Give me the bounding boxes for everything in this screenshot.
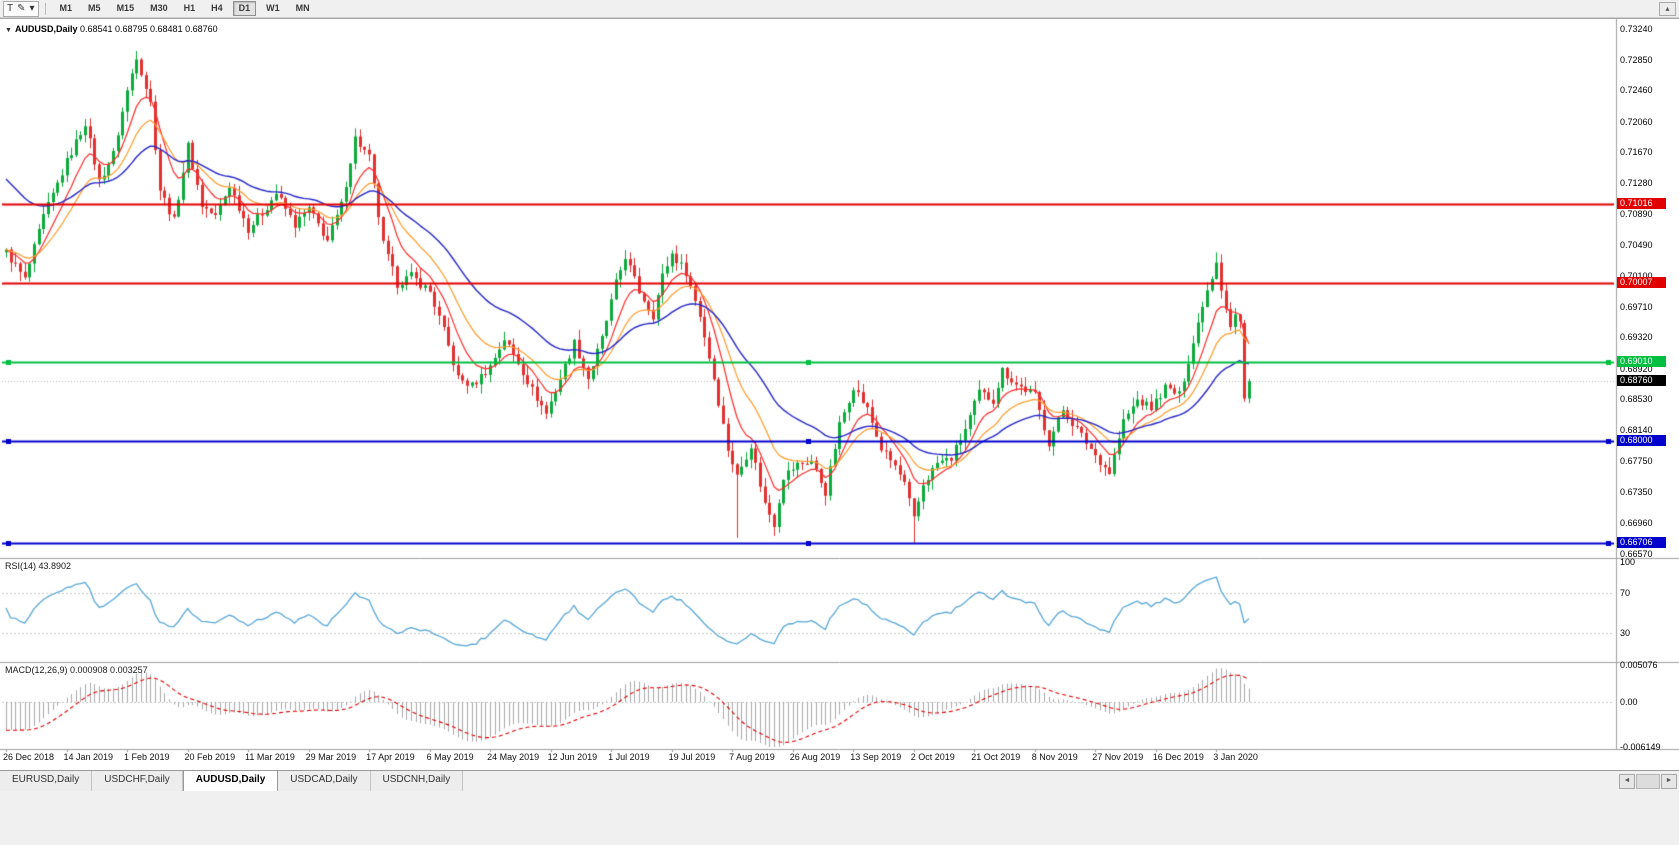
- tab-scroll-left-button[interactable]: ◄: [1619, 773, 1635, 789]
- current-price-tag: 0.68760: [1617, 375, 1666, 387]
- toolbar-separator: [44, 2, 46, 15]
- timeframe-toolbar: M1 M5 M15 M30 H1 H4 D1 W1 MN: [52, 1, 318, 16]
- date-axis-label: 13 Sep 2019: [850, 752, 902, 762]
- hline-price-tag: 0.69010: [1617, 355, 1666, 367]
- tab-bar-spacer: [463, 771, 1619, 791]
- date-axis-label: 1 Feb 2019: [124, 752, 170, 762]
- chart-title: ▼ AUDUSD,Daily 0.68541 0.68795 0.68481 0.…: [5, 24, 218, 34]
- price-axis-label: 0.70490: [1620, 240, 1653, 251]
- price-axis-label: 0.69320: [1620, 332, 1653, 343]
- date-axis-label: 16 Dec 2019: [1152, 752, 1204, 762]
- rsi-level-label: 70: [1620, 587, 1631, 598]
- rsi-level-label: 100: [1620, 557, 1636, 567]
- price-chart-canvas[interactable]: [0, 19, 1679, 771]
- date-axis-label: 20 Feb 2019: [184, 752, 236, 762]
- tab-usdcad[interactable]: USDCAD,Daily: [278, 771, 371, 791]
- date-axis-label: 21 Oct 2019: [971, 752, 1021, 762]
- tab-usdchf[interactable]: USDCHF,Daily: [92, 771, 183, 791]
- tab-usdcnh[interactable]: USDCNH,Daily: [370, 771, 464, 791]
- price-axis-label: 0.68920: [1620, 363, 1653, 374]
- hline-price-tag: 0.70007: [1617, 277, 1666, 289]
- text-tool-icon[interactable]: T: [7, 3, 14, 14]
- price-axis-label: 0.72460: [1620, 85, 1653, 96]
- price-axis-label: 0.68530: [1620, 394, 1653, 405]
- price-axis-label: 0.67750: [1620, 455, 1653, 466]
- toolbar-collapse-button[interactable]: ▴: [1659, 1, 1676, 16]
- chart-tabs: EURUSD,Daily USDCHF,Daily AUDUSD,Daily USDC…: [0, 771, 464, 791]
- rsi-level-label: 30: [1620, 628, 1631, 639]
- chevron-down-icon[interactable]: ▾: [29, 3, 35, 14]
- price-axis-label: 0.66570: [1620, 548, 1653, 559]
- price-axis-label: 0.71280: [1620, 178, 1653, 189]
- date-axis-label: 6 May 2019: [426, 752, 474, 762]
- tab-scroll-right-button[interactable]: ►: [1661, 773, 1677, 789]
- timeframe-button-m5[interactable]: M5: [88, 3, 101, 13]
- timeframe-button-d1[interactable]: D1: [232, 1, 257, 16]
- date-axis-label: 1 Jul 2019: [608, 752, 650, 762]
- price-axis-label: 0.69710: [1620, 301, 1653, 312]
- rsi-indicator-label: RSI(14) 43.8902: [5, 561, 72, 571]
- chart-menu-icon[interactable]: ▼: [5, 27, 12, 34]
- top-toolbar: T ✎ ▾ M1 M5 M15 M30 H1 H4 D1 W1 MN ▴: [0, 0, 1679, 18]
- macd-axis-label: 0.00: [1620, 697, 1638, 708]
- tab-scrollbar: ◄ ►: [1619, 771, 1677, 791]
- timeframe-button-h1[interactable]: H1: [183, 3, 196, 13]
- date-axis-label: 29 Mar 2019: [305, 752, 357, 762]
- date-axis-label: 7 Aug 2019: [729, 752, 775, 762]
- date-axis-label: 26 Aug 2019: [789, 752, 841, 762]
- timeframe-button-h4[interactable]: H4: [211, 3, 223, 13]
- price-axis-label: 0.72850: [1620, 54, 1653, 65]
- hline-price-tag: 0.68000: [1617, 435, 1666, 447]
- date-axis-label: 12 Jun 2019: [547, 752, 598, 762]
- date-axis-label: 11 Mar 2019: [245, 752, 295, 762]
- chart-window: ▼ AUDUSD,Daily 0.68541 0.68795 0.68481 0.…: [0, 18, 1679, 771]
- tab-scroll-track[interactable]: [1636, 773, 1660, 789]
- date-axis-label: 24 May 2019: [487, 752, 540, 762]
- timeframe-button-m15[interactable]: M15: [116, 3, 135, 13]
- timeframe-button-m30[interactable]: M30: [150, 3, 168, 13]
- date-axis-label: 19 Jul 2019: [668, 752, 716, 762]
- date-axis-label: 27 Nov 2019: [1092, 752, 1144, 762]
- date-axis-label: 26 Dec 2018: [3, 752, 55, 762]
- date-axis-label: 2 Oct 2019: [910, 752, 955, 762]
- price-axis-label: 0.70100: [1620, 270, 1653, 281]
- timeframe-button-mn[interactable]: MN: [295, 3, 310, 13]
- price-axis-label: 0.73240: [1620, 23, 1653, 34]
- hline-price-tag: 0.71016: [1617, 197, 1666, 209]
- chart-tab-bar: EURUSD,Daily USDCHF,Daily AUDUSD,Daily USDC…: [0, 770, 1679, 791]
- macd-axis-label: 0.005076: [1620, 660, 1658, 670]
- timeframe-button-m1[interactable]: M1: [59, 3, 73, 13]
- date-axis-label: 17 Apr 2019: [366, 752, 415, 762]
- macd-axis-label: -0.006149: [1620, 742, 1661, 752]
- price-axis-label: 0.70890: [1620, 208, 1653, 219]
- timeframe-button-w1[interactable]: W1: [266, 3, 280, 13]
- price-axis-label: 0.68140: [1620, 425, 1653, 436]
- ohlc-values: 0.68541 0.68795 0.68481 0.68760: [79, 24, 218, 34]
- macd-indicator-label: MACD(12,26,9) 0.000908 0.003257: [5, 665, 148, 675]
- price-axis-label: 0.71670: [1620, 147, 1653, 158]
- date-axis-label: 14 Jan 2019: [63, 752, 114, 762]
- tab-audusd[interactable]: AUDUSD,Daily: [182, 771, 279, 791]
- tool-button-group[interactable]: T ✎ ▾: [3, 0, 39, 17]
- pencil-icon[interactable]: ✎: [17, 3, 26, 14]
- tab-eurusd[interactable]: EURUSD,Daily: [0, 771, 93, 791]
- price-axis-label: 0.67350: [1620, 487, 1653, 498]
- hline-price-tag: 0.66706: [1617, 536, 1666, 548]
- price-axis-label: 0.72060: [1620, 116, 1653, 127]
- date-axis-label: 8 Nov 2019: [1031, 752, 1078, 762]
- price-axis-label: 0.66960: [1620, 517, 1653, 528]
- symbol-period-label: AUDUSD,Daily: [14, 24, 78, 34]
- date-axis-label: 3 Jan 2020: [1213, 752, 1258, 762]
